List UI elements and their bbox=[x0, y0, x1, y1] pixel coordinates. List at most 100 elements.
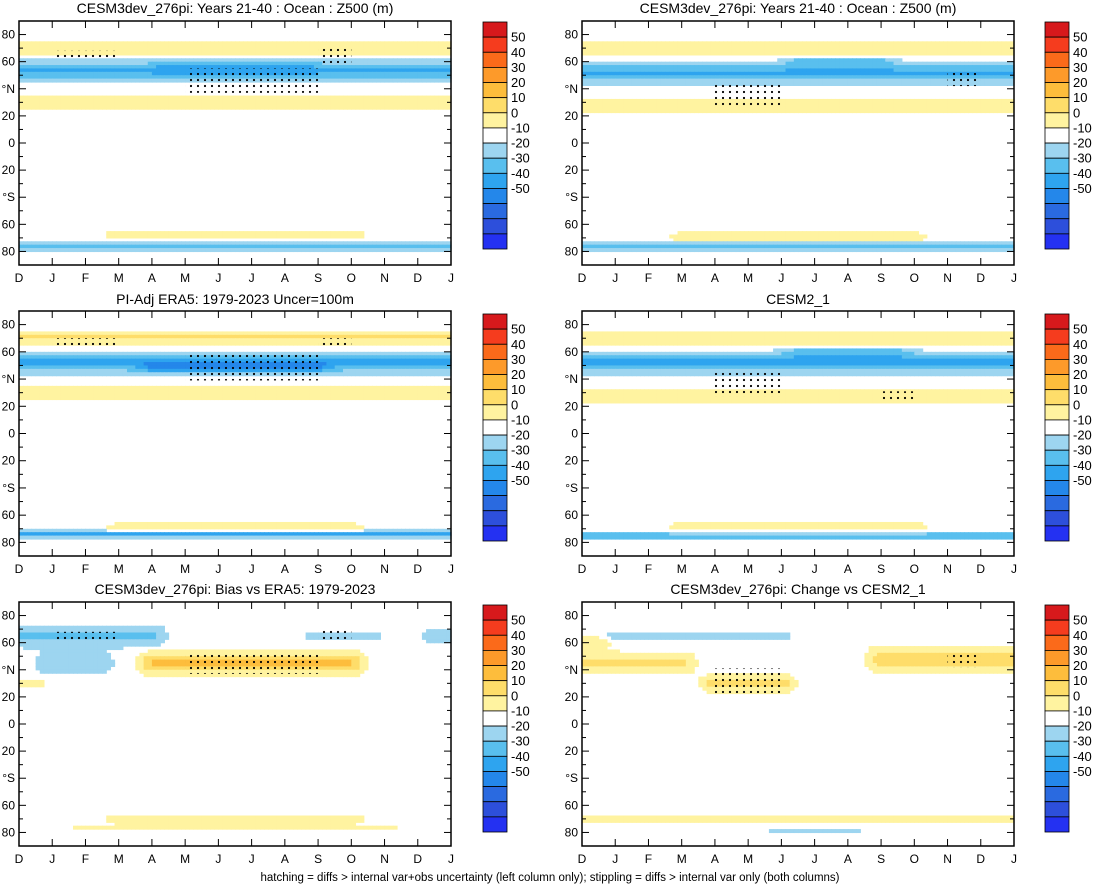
y-tick-label: 80 bbox=[2, 535, 16, 549]
colorbar-swatch bbox=[482, 112, 508, 129]
colorbar-label: 50 bbox=[1073, 322, 1087, 337]
colorbar-swatch bbox=[1044, 786, 1070, 803]
x-tick-label: O bbox=[910, 852, 919, 866]
colorbar-swatch bbox=[482, 203, 508, 220]
colorbar-label: -30 bbox=[511, 151, 530, 166]
colorbar-swatch bbox=[1044, 604, 1070, 621]
colorbar-label: -30 bbox=[511, 734, 530, 749]
x-tick-label: M bbox=[114, 852, 124, 866]
colorbar-label: 30 bbox=[511, 643, 525, 658]
colorbar-swatch bbox=[1044, 218, 1070, 235]
colorbar-label: -20 bbox=[1073, 136, 1092, 151]
colorbar-swatch bbox=[482, 313, 508, 330]
colorbar-label: 50 bbox=[511, 613, 525, 628]
colorbar-swatch bbox=[482, 188, 508, 205]
colorbar-label: -50 bbox=[1073, 181, 1092, 196]
colorbar-label: -30 bbox=[1073, 734, 1092, 749]
y-tick-label: 80 bbox=[565, 244, 579, 258]
x-tick-label: S bbox=[877, 271, 885, 285]
x-tick-label: M bbox=[180, 271, 190, 285]
colorbar-label: -50 bbox=[511, 764, 530, 779]
y-tick-label: °N bbox=[565, 663, 578, 677]
colorbar-swatch bbox=[482, 725, 508, 742]
x-tick-label: D bbox=[15, 852, 24, 866]
x-tick-label: N bbox=[943, 562, 952, 576]
y-tick-label: 20 bbox=[565, 163, 579, 177]
colorbar-label: 40 bbox=[511, 45, 525, 60]
colorbar-label: 0 bbox=[1073, 688, 1080, 703]
colorbar-swatch bbox=[1044, 650, 1070, 666]
y-tick-label: °N bbox=[2, 82, 15, 96]
x-tick-label: M bbox=[677, 271, 687, 285]
y-tick-label: °S bbox=[2, 771, 15, 785]
colorbar-swatch bbox=[482, 604, 508, 621]
colorbar-label: -50 bbox=[1073, 473, 1092, 488]
colorbar-swatch bbox=[1044, 419, 1070, 436]
x-tick-label: D bbox=[413, 852, 422, 866]
colorbar-label: 40 bbox=[1073, 337, 1087, 352]
colorbar-swatch bbox=[1044, 112, 1070, 129]
colorbar-swatch bbox=[482, 82, 508, 99]
colorbar-label: 10 bbox=[511, 90, 525, 105]
y-tick-label: °N bbox=[565, 82, 578, 96]
colorbar-swatch bbox=[1044, 374, 1070, 391]
colorbar-swatch bbox=[482, 233, 508, 250]
plot-area-2 bbox=[582, 21, 1015, 265]
colorbar-label: -10 bbox=[511, 412, 530, 427]
colorbar-label: -40 bbox=[511, 166, 530, 181]
y-tick-label: 20 bbox=[565, 399, 579, 413]
colorbar-swatch bbox=[482, 343, 508, 360]
x-tick-label: F bbox=[645, 852, 652, 866]
colorbar-label: -30 bbox=[511, 443, 530, 458]
y-tick-label: 80 bbox=[2, 28, 16, 42]
colorbar-label: 10 bbox=[511, 382, 525, 397]
colorbar-swatch bbox=[1044, 755, 1070, 772]
panel-title: CESM3dev_276pi: Years 21-40 : Ocean : Z5… bbox=[77, 0, 394, 16]
x-tick-label: D bbox=[578, 271, 587, 285]
panel-1: CESM3dev_276pi: Years 21-40 : Ocean : Z5… bbox=[2, 0, 530, 285]
colorbar-swatch bbox=[1044, 358, 1070, 375]
colorbar-swatch bbox=[482, 142, 508, 159]
x-tick-label: A bbox=[148, 852, 156, 866]
y-tick-label: 60 bbox=[565, 55, 579, 69]
x-tick-label: D bbox=[578, 852, 587, 866]
y-tick-label: °N bbox=[2, 663, 15, 677]
panel-title: CESM3dev_276pi: Bias vs ERA5: 1979-2023 bbox=[95, 581, 376, 597]
colorbar-swatch bbox=[482, 172, 508, 189]
colorbar-swatch bbox=[1044, 36, 1070, 53]
colorbar-label: -20 bbox=[511, 428, 530, 443]
colorbar-swatch bbox=[1044, 634, 1070, 651]
x-tick-label: M bbox=[743, 271, 753, 285]
colorbar-swatch bbox=[1044, 172, 1070, 189]
colorbar-label: 10 bbox=[1073, 382, 1087, 397]
colorbar-swatch bbox=[1044, 188, 1070, 205]
colorbar-label: -20 bbox=[511, 136, 530, 151]
stipple-region bbox=[714, 668, 782, 695]
x-tick-label: M bbox=[743, 562, 753, 576]
plot-area-3 bbox=[19, 311, 452, 556]
colorbar-label: 30 bbox=[1073, 352, 1087, 367]
colorbar-swatch bbox=[1044, 328, 1070, 345]
x-tick-label: N bbox=[380, 271, 389, 285]
x-tick-label: M bbox=[180, 562, 190, 576]
colorbar-swatch bbox=[1044, 619, 1070, 636]
stipple-region bbox=[714, 84, 782, 107]
y-tick-label: 20 bbox=[2, 109, 16, 123]
x-tick-label: M bbox=[677, 562, 687, 576]
figure-caption: hatching = diffs > internal var+obs unce… bbox=[260, 872, 840, 884]
x-tick-label: J bbox=[249, 852, 255, 866]
y-tick-label: 60 bbox=[565, 798, 579, 812]
panel-2: CESM3dev_276pi: Years 21-40 : Ocean : Z5… bbox=[565, 0, 1092, 285]
x-tick-label: M bbox=[114, 562, 124, 576]
y-tick-label: 20 bbox=[2, 399, 16, 413]
x-tick-label: D bbox=[15, 271, 24, 285]
colorbar-swatch bbox=[1044, 203, 1070, 220]
x-tick-label: S bbox=[877, 852, 885, 866]
x-tick-label: J bbox=[49, 562, 55, 576]
y-tick-label: 80 bbox=[565, 609, 579, 623]
x-tick-label: A bbox=[844, 271, 852, 285]
colorbar-label: -10 bbox=[511, 703, 530, 718]
colorbar-swatch bbox=[1044, 343, 1070, 360]
